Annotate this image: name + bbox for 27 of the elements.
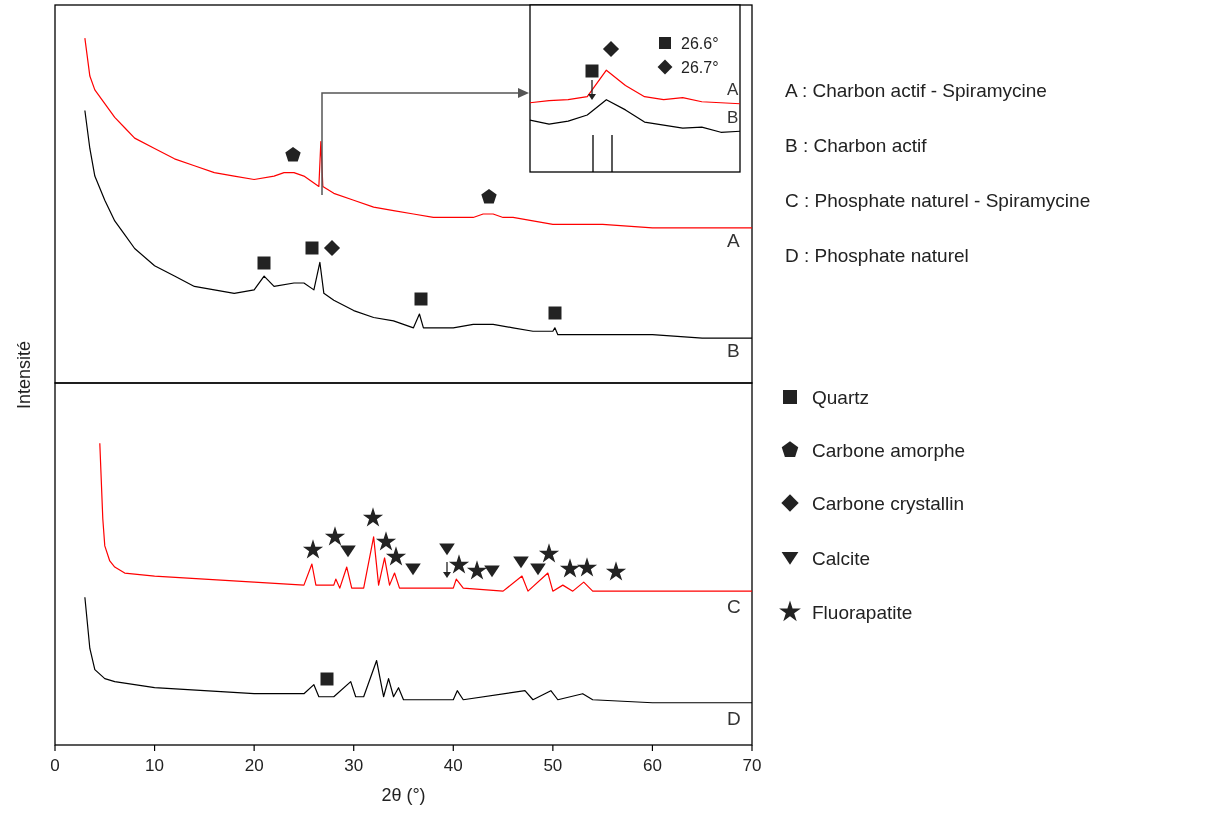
series-label: D [727,707,741,729]
y-axis-title: Intensité [14,340,34,410]
annotation: 26.7° [681,59,719,76]
text: B : Charbon actif [785,135,928,156]
x-tick-label: 20 [244,756,264,775]
text: D : Phosphate naturel [785,245,969,266]
x-tick-label: 60 [642,756,662,775]
text: A : Charbon actif - Spiramycine [785,80,1047,101]
series-label: A [727,229,740,251]
x-axis-title: 2θ (°) [381,785,426,805]
x-tick-label: 10 [145,756,165,775]
series-label: A [727,80,739,100]
text: C : Phosphate naturel - Spiramycine [785,190,1091,211]
x-tick-label: 70 [742,756,762,775]
x-tick-label: 0 [50,756,60,775]
x-tick-label: 50 [543,756,563,775]
series-label: C [727,596,741,618]
text: Calcite [812,548,871,569]
text: Carbone crystallin [812,493,965,514]
series-label: B [727,107,739,127]
text: Fluorapatite [812,602,913,623]
text: Carbone amorphe [812,440,966,461]
x-tick-label: 40 [443,756,463,775]
text: Quartz [812,387,870,408]
annotation: 26.6° [681,35,719,52]
x-tick-label: 30 [344,756,364,775]
series-label: B [727,340,740,362]
